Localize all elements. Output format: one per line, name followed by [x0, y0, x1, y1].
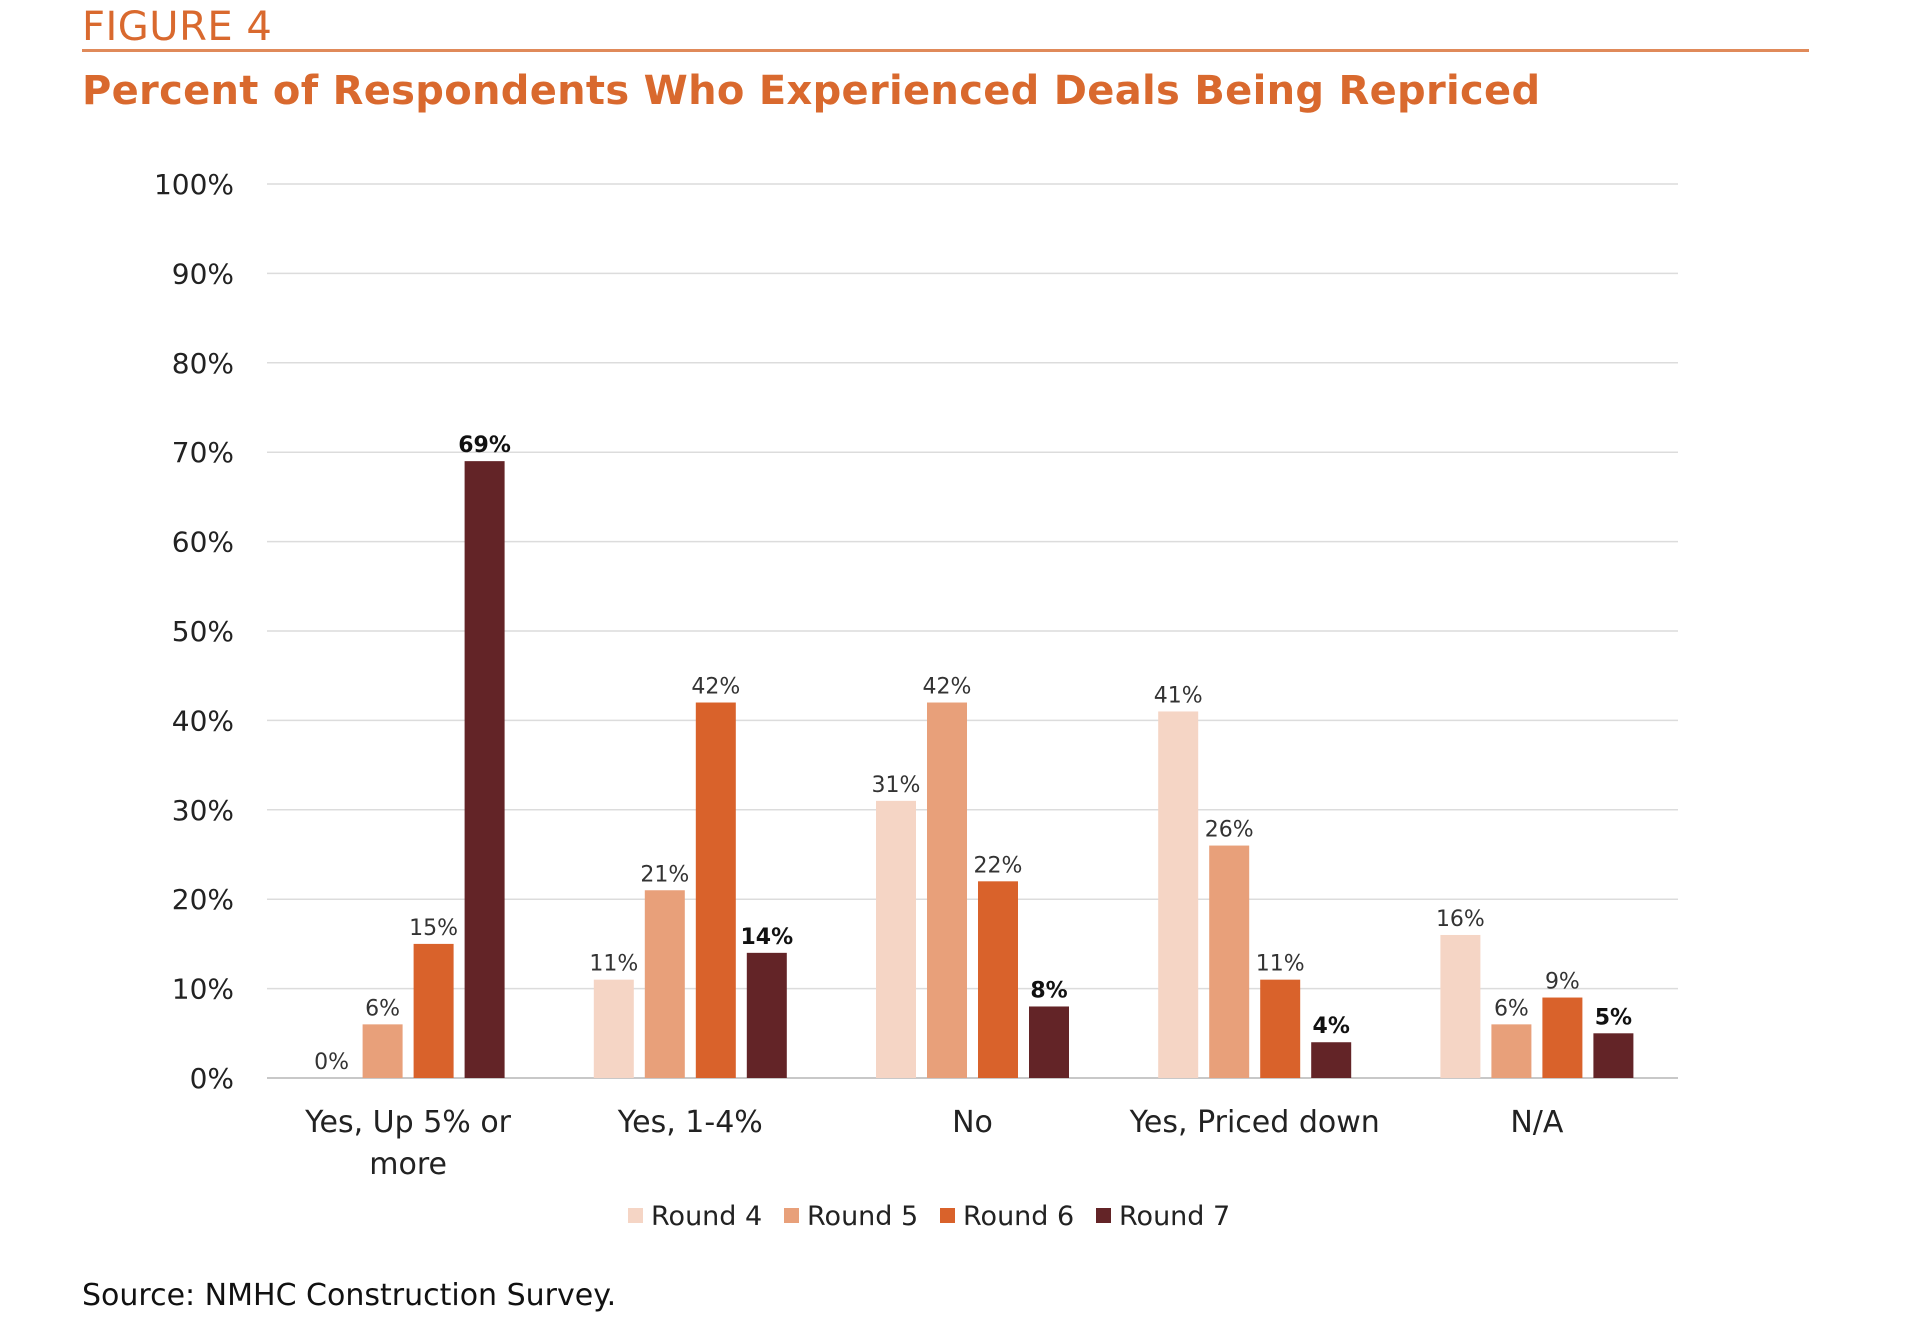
data-label: 11% [589, 952, 638, 977]
data-label: 0% [314, 1050, 349, 1075]
data-label: 69% [458, 433, 511, 458]
bar [1311, 1042, 1352, 1078]
data-label: 41% [1154, 683, 1203, 708]
x-category-label: Yes, Priced down [1129, 1105, 1380, 1140]
y-tick-label: 0% [190, 1062, 234, 1095]
y-tick-label: 50% [172, 615, 234, 648]
legend-swatch [784, 1208, 799, 1223]
legend-swatch [940, 1208, 955, 1223]
data-label: 11% [1256, 952, 1305, 977]
legend-swatch [1096, 1208, 1111, 1223]
data-label: 8% [1030, 978, 1067, 1003]
bar [1029, 1006, 1069, 1078]
data-label: 16% [1436, 907, 1485, 932]
x-category-label: N/A [1510, 1105, 1564, 1140]
bar [695, 702, 736, 1078]
legend-label: Round 4 [651, 1201, 762, 1232]
data-label: 22% [974, 853, 1023, 878]
bar [978, 881, 1018, 1078]
data-label: 31% [872, 773, 921, 798]
y-tick-label: 60% [172, 526, 234, 559]
legend-label: Round 6 [963, 1201, 1074, 1232]
bar [1593, 1033, 1634, 1078]
y-tick-label: 100% [154, 168, 234, 201]
data-label: 42% [691, 675, 740, 700]
data-label: 5% [1595, 1005, 1632, 1030]
bar [1491, 1024, 1532, 1078]
bar [1260, 979, 1301, 1078]
legend-label: Round 5 [807, 1201, 918, 1232]
bar [644, 890, 685, 1078]
bar [927, 702, 967, 1078]
bar [746, 952, 787, 1078]
chart-title: Percent of Respondents Who Experienced D… [82, 68, 1541, 114]
data-label: 9% [1545, 970, 1580, 995]
bar [413, 943, 454, 1078]
data-label: 42% [923, 675, 972, 700]
data-label: 26% [1205, 818, 1254, 843]
y-tick-label: 40% [172, 704, 234, 737]
legend-swatch [628, 1208, 643, 1223]
bar [593, 979, 634, 1078]
x-category-label: Yes, 1-4% [617, 1105, 763, 1140]
y-tick-label: 80% [172, 347, 234, 380]
bar [876, 800, 916, 1078]
legend-label: Round 7 [1119, 1201, 1230, 1232]
source-note: Source: NMHC Construction Survey. [82, 1278, 617, 1313]
bar [464, 461, 505, 1078]
bar [1209, 845, 1250, 1078]
y-tick-label: 90% [172, 257, 234, 290]
data-label: 6% [365, 996, 400, 1021]
bar [1440, 934, 1481, 1078]
x-category-label: Yes, Up 5% or [304, 1105, 512, 1140]
data-label: 14% [740, 925, 793, 950]
data-label: 4% [1313, 1014, 1350, 1039]
x-category-label: No [952, 1105, 993, 1140]
y-tick-label: 10% [172, 973, 234, 1006]
bar [1158, 711, 1199, 1078]
bar [1542, 997, 1583, 1078]
bar [362, 1024, 403, 1078]
y-tick-label: 20% [172, 883, 234, 916]
y-tick-label: 30% [172, 794, 234, 827]
y-tick-label: 70% [172, 436, 234, 469]
data-label: 21% [640, 862, 689, 887]
data-label: 15% [409, 916, 458, 941]
figure-label: FIGURE 4 [82, 4, 273, 50]
x-category-label: more [369, 1147, 447, 1182]
title-divider [82, 49, 1809, 52]
data-label: 6% [1494, 996, 1529, 1021]
